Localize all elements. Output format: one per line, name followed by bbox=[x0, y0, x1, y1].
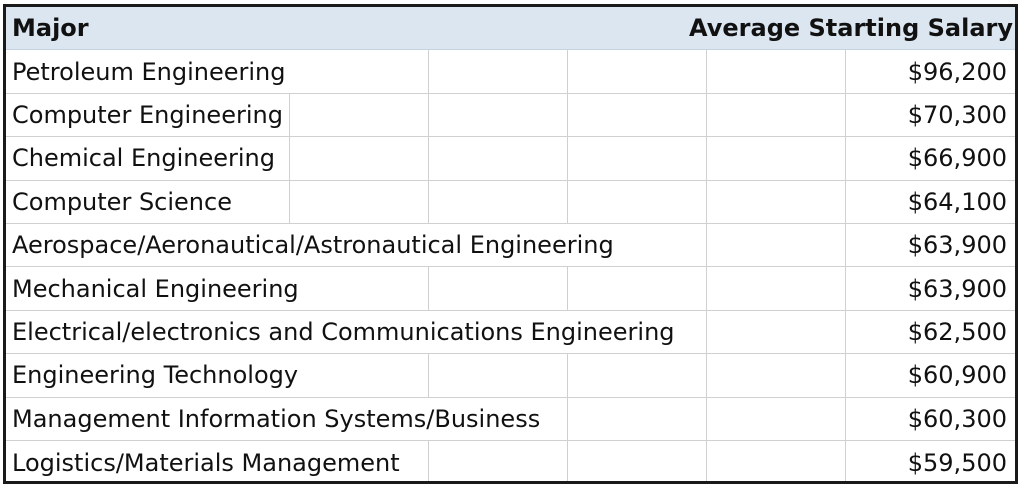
major-cell: Computer Engineering bbox=[12, 93, 289, 137]
major-cell: Aerospace/Aeronautical/Astronautical Eng… bbox=[12, 223, 620, 267]
major-cell: Logistics/Materials Management bbox=[12, 440, 406, 481]
major-cell: Chemical Engineering bbox=[12, 137, 281, 180]
gridline bbox=[845, 7, 846, 481]
table-row: Computer Engineering $70,300 bbox=[6, 93, 1015, 138]
major-cell: Engineering Technology bbox=[12, 354, 305, 397]
table-row: Logistics/Materials Management $59,500 bbox=[6, 440, 1015, 481]
salary-cell: $66,900 bbox=[907, 144, 1007, 173]
salary-cell: $60,900 bbox=[907, 361, 1007, 390]
table-row: Chemical Engineering $66,900 bbox=[6, 137, 1015, 181]
salary-cell: $59,500 bbox=[907, 448, 1007, 477]
header-row: Major Average Starting Salary bbox=[6, 7, 1015, 51]
salary-cell: $96,200 bbox=[907, 57, 1007, 86]
major-cell: Computer Science bbox=[12, 180, 238, 223]
table-row: Engineering Technology $60,900 bbox=[6, 354, 1015, 398]
gridline bbox=[706, 7, 707, 481]
salary-cell: $64,100 bbox=[907, 187, 1007, 216]
salary-cell: $62,500 bbox=[907, 317, 1007, 346]
table-row: Electrical/electronics and Communication… bbox=[6, 310, 1015, 355]
salary-cell: $60,300 bbox=[907, 404, 1007, 433]
table-row: Mechanical Engineering $63,900 bbox=[6, 267, 1015, 311]
table-row: Petroleum Engineering $96,200 bbox=[6, 50, 1015, 94]
major-cell: Management Information Systems/Business bbox=[12, 397, 547, 440]
salary-table: Major Average Starting Salary Petroleum … bbox=[3, 4, 1018, 484]
salary-cell: $63,900 bbox=[907, 231, 1007, 260]
column-header-major: Major bbox=[12, 7, 95, 50]
table-body: Major Average Starting Salary Petroleum … bbox=[6, 7, 1015, 481]
major-cell: Electrical/electronics and Communication… bbox=[12, 310, 681, 354]
major-cell: Petroleum Engineering bbox=[12, 50, 292, 93]
salary-cell: $70,300 bbox=[907, 100, 1007, 129]
table-row: Management Information Systems/Business … bbox=[6, 397, 1015, 441]
table-row: Aerospace/Aeronautical/Astronautical Eng… bbox=[6, 223, 1015, 268]
table-row: Computer Science $64,100 bbox=[6, 180, 1015, 224]
column-header-salary: Average Starting Salary bbox=[683, 7, 1013, 50]
salary-cell: $63,900 bbox=[907, 274, 1007, 303]
major-cell: Mechanical Engineering bbox=[12, 267, 305, 310]
